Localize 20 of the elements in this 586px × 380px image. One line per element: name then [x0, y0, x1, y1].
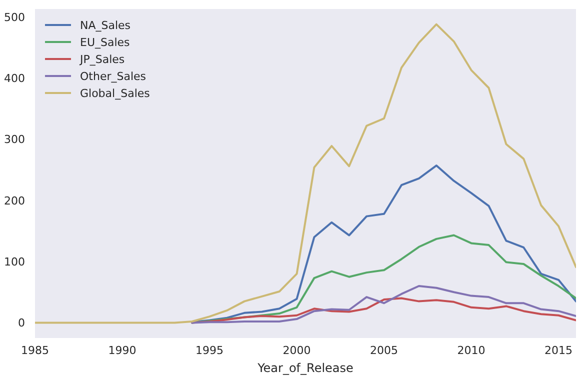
x-tick-label: 2000: [282, 344, 311, 357]
x-tick-label: 2015: [544, 344, 573, 357]
y-tick-label: 300: [4, 133, 25, 146]
legend-label: NA_Sales: [80, 18, 131, 32]
x-tick-label: 1985: [21, 344, 49, 357]
y-tick-label: 400: [4, 72, 25, 85]
y-tick-label: 200: [4, 194, 25, 208]
y-tick-label: 500: [4, 10, 25, 24]
y-tick-label: 0: [18, 316, 25, 330]
legend-label: Global_Sales: [80, 86, 150, 100]
x-tick-label: 2010: [457, 344, 486, 357]
x-tick-label: 2005: [370, 344, 398, 357]
x-axis-title: Year_of_Release: [256, 361, 354, 375]
legend-label: EU_Sales: [80, 36, 130, 49]
legend-label: Other_Sales: [80, 70, 146, 83]
line-series: [191, 285, 576, 324]
x-tick-label: 1995: [196, 344, 224, 357]
x-tick-label: 1990: [108, 344, 136, 357]
y-tick-label: 100: [4, 255, 25, 268]
legend-label: JP_Sales: [79, 52, 125, 66]
